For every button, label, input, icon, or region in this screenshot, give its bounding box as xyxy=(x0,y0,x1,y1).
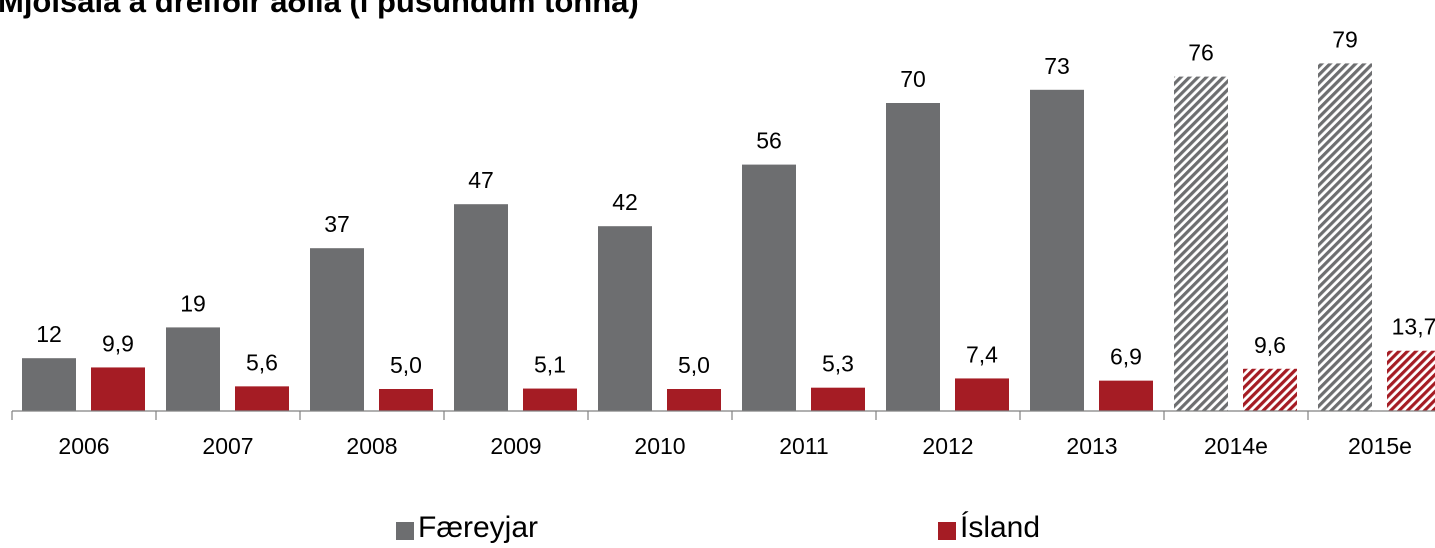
x-tick-label-2013: 2013 xyxy=(1066,433,1117,459)
data-label-island-2015e: 13,7 xyxy=(1392,314,1435,340)
bar-island-2006 xyxy=(91,367,145,411)
data-label-island-2012: 7,4 xyxy=(966,341,998,367)
data-label-island-2010: 5,0 xyxy=(678,352,710,378)
bar-island-2007 xyxy=(235,386,289,411)
bar-faereyjar-2009 xyxy=(454,204,508,411)
x-tick-label-2008: 2008 xyxy=(346,433,397,459)
x-tick-label-2012: 2012 xyxy=(922,433,973,459)
data-label-faereyjar-2012: 70 xyxy=(900,66,926,92)
x-tick-label-2011: 2011 xyxy=(779,433,828,459)
legend-label-island: Ísland xyxy=(960,511,1041,544)
data-label-faereyjar-2013: 73 xyxy=(1044,53,1070,79)
x-tick-label-2015e: 2015e xyxy=(1348,433,1412,459)
chart-title: Mjölsala á dreifðir aðila (í þúsundum to… xyxy=(0,0,639,19)
data-label-faereyjar-2006: 12 xyxy=(36,321,62,347)
legend-item-island: Ísland xyxy=(938,508,1040,548)
bar-island-2009 xyxy=(523,388,577,411)
legend-swatch-faereyjar xyxy=(396,522,414,540)
bar-island-2011 xyxy=(811,387,865,411)
bar-island-2014e xyxy=(1243,368,1297,411)
bar-island-2012 xyxy=(955,378,1009,411)
bar-faereyjar-2007 xyxy=(166,327,220,411)
bar-faereyjar-2012 xyxy=(886,103,940,411)
bar-faereyjar-2014e xyxy=(1174,76,1228,411)
x-tick-label-2006: 2006 xyxy=(58,433,109,459)
data-label-faereyjar-2009: 47 xyxy=(468,167,494,193)
data-label-faereyjar-2008: 37 xyxy=(324,211,350,237)
bar-island-2008 xyxy=(379,389,433,411)
legend-swatch-island xyxy=(938,522,956,540)
bar-faereyjar-2011 xyxy=(742,164,796,411)
data-label-faereyjar-2011: 56 xyxy=(756,128,782,154)
data-label-island-2011: 5,3 xyxy=(822,351,854,377)
bar-faereyjar-2013 xyxy=(1030,89,1084,412)
bar-faereyjar-2008 xyxy=(310,248,364,411)
bar-faereyjar-2006 xyxy=(22,358,76,411)
bar-island-2015e xyxy=(1387,350,1435,411)
data-label-island-2014e: 9,6 xyxy=(1254,332,1286,358)
legend-label-faereyjar: Færeyjar xyxy=(418,511,539,544)
bar-faereyjar-2015e xyxy=(1318,63,1372,412)
bar-island-2010 xyxy=(667,389,721,411)
data-label-faereyjar-2014e: 76 xyxy=(1188,40,1214,66)
data-label-faereyjar-2010: 42 xyxy=(612,189,638,215)
x-tick-label-2007: 2007 xyxy=(202,433,253,459)
data-label-faereyjar-2007: 19 xyxy=(180,290,206,316)
data-label-island-2013: 6,9 xyxy=(1110,344,1142,370)
bar-faereyjar-2010 xyxy=(598,226,652,411)
bar-island-2013 xyxy=(1099,380,1153,411)
data-label-island-2008: 5,0 xyxy=(390,352,422,378)
data-label-island-2006: 9,9 xyxy=(102,330,134,356)
data-label-faereyjar-2015e: 79 xyxy=(1332,26,1358,52)
data-label-island-2009: 5,1 xyxy=(534,352,566,378)
x-tick-label-2010: 2010 xyxy=(634,433,685,459)
legend-item-faereyjar: Færeyjar xyxy=(396,508,538,548)
x-tick-label-2014e: 2014e xyxy=(1204,433,1268,459)
x-tick-label-2009: 2009 xyxy=(490,433,541,459)
data-label-island-2007: 5,6 xyxy=(246,349,278,375)
